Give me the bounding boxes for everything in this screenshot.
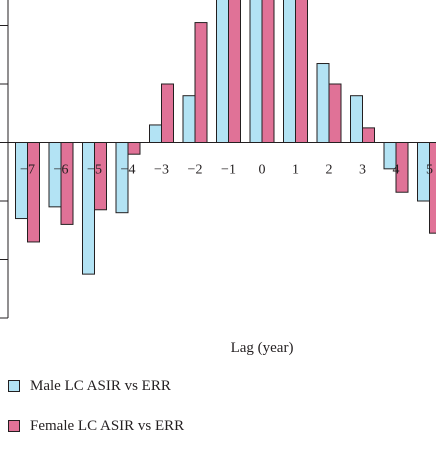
- bar-male-9: [317, 64, 329, 143]
- bar-female-4: [162, 84, 174, 143]
- bar-male-4: [150, 125, 162, 143]
- legend: Male LC ASIR vs ERR Female LC ASIR vs ER…: [8, 376, 184, 456]
- x-tick-labels: −7 −6 −5 −4 −3 −2 −1 0 1 2 3 4 5: [20, 163, 433, 178]
- bar-male-5: [183, 96, 195, 143]
- x-tick-label: 2: [326, 163, 333, 178]
- legend-label-male: Male LC ASIR vs ERR: [30, 376, 171, 396]
- x-tick-label: 1: [292, 163, 299, 178]
- chart-bars: [16, 0, 436, 274]
- x-tick-label: −3: [154, 163, 169, 178]
- x-tick-label: −6: [54, 163, 69, 178]
- legend-swatch-male: [8, 380, 20, 392]
- bar-female-9: [329, 84, 341, 143]
- bar-female-3: [128, 143, 140, 155]
- x-tick-label: 0: [259, 163, 266, 178]
- bar-male-0: [16, 143, 28, 219]
- bar-female-10: [363, 128, 375, 143]
- x-tick-label: −7: [20, 163, 35, 178]
- bar-male-10: [351, 96, 363, 143]
- x-tick-label: −5: [87, 163, 102, 178]
- bar-female-6: [229, 0, 241, 142]
- legend-item-female: Female LC ASIR vs ERR: [8, 416, 184, 436]
- bar-male-3: [116, 143, 128, 213]
- x-tick-label: −1: [221, 163, 236, 178]
- x-axis-title: Lag (year): [231, 340, 294, 356]
- x-tick-label: −4: [121, 163, 136, 178]
- bar-female-0: [28, 143, 40, 242]
- bar-female-1: [61, 143, 73, 225]
- x-tick-label: 4: [393, 163, 400, 178]
- x-tick-label: 3: [359, 163, 366, 178]
- legend-item-male: Male LC ASIR vs ERR: [8, 376, 184, 396]
- bar-female-8: [296, 0, 308, 143]
- bar-female-5: [195, 23, 207, 143]
- bar-chart: −7 −6 −5 −4 −3 −2 −1 0 1 2 3 4 5 Lag (year): [0, 0, 436, 436]
- bar-female-12: [430, 143, 436, 234]
- x-tick-label: 5: [426, 163, 433, 178]
- bar-male-8: [284, 0, 296, 143]
- bar-male-6: [217, 0, 229, 142]
- legend-label-female: Female LC ASIR vs ERR: [30, 416, 184, 436]
- legend-swatch-female: [8, 420, 20, 432]
- bar-male-7: [250, 0, 262, 143]
- x-tick-label: −2: [188, 163, 203, 178]
- bar-female-7: [262, 0, 274, 143]
